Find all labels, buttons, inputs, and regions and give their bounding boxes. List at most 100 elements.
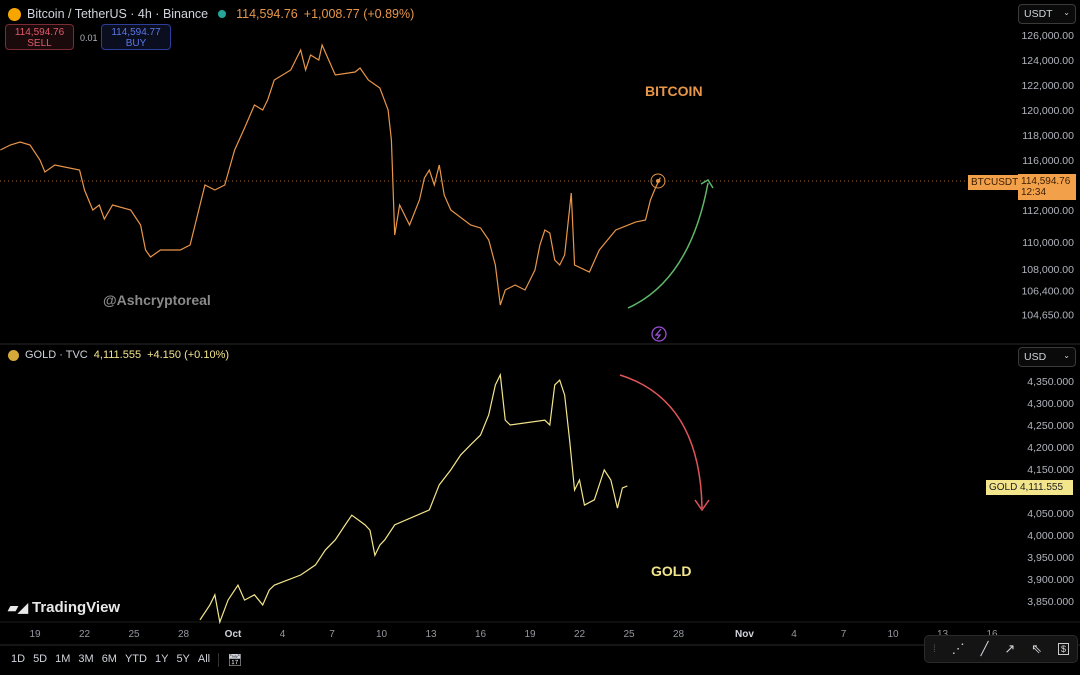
btc-y-tick-label: 122,000.00 [1021,80,1074,92]
trend-line-icon[interactable]: ╱ [980,641,989,656]
gold-y-tick-label: 4,300.000 [1027,398,1074,410]
gold-price: 4,111.555 [93,349,142,361]
x-tick-label: 22 [78,629,91,640]
x-tick-label: 13 [937,629,948,640]
x-tick-label: 19 [29,629,41,640]
gold-y-tick-label: 3,850.000 [1027,596,1074,608]
range-all[interactable]: All [197,653,211,665]
range-6m[interactable]: 6M [101,653,117,665]
btc-y-tick-label: 112,000.00 [1022,205,1074,217]
btc-symbol: Bitcoin / TetherUS · 4h · Binance [27,7,209,21]
price-label-icon[interactable]: $ [1057,643,1069,655]
gold-y-tick-label: 4,350.000 [1027,376,1074,388]
drag-handle-icon[interactable]: ⁞ [932,643,936,655]
x-tick-label: 7 [329,629,335,640]
bitcoin-annotation: BITCOIN [645,83,703,99]
x-tick-label: 19 [524,629,536,640]
x-tick-label: 25 [128,629,140,640]
range-3m[interactable]: 3M [78,653,94,665]
range-1y[interactable]: 1Y [154,653,169,665]
sell-label: SELL [27,38,52,49]
btc-last-price-dot [656,179,660,183]
gold-symbol: GOLD · TVC [25,349,88,361]
up-trend-arrow [627,182,709,309]
chevron-down-icon: ⌄ [1063,8,1070,17]
down-arrow-head-icon [694,499,710,512]
btc-y-tick-label: 106,400.00 [1021,286,1074,298]
gold-y-tick-label: 3,900.000 [1027,574,1074,586]
gold-y-tick-label: 4,150.000 [1027,464,1074,476]
gold-legend[interactable]: GOLD · TVC 4,111.555 +4.150 (+0.10%) [8,349,229,361]
btc-y-tick-label: 124,000.00 [1021,55,1074,67]
sell-button[interactable]: 114,594.76 SELL [5,24,74,50]
btc-y-tick-label: 126,000.00 [1021,30,1074,42]
x-tick-label: 28 [672,629,685,640]
gold-y-tick-label: 4,050.000 [1027,508,1074,520]
x-tick-label: 10 [887,629,899,640]
cursor-icon[interactable]: ⇖ [1031,641,1043,656]
chevron-down-icon: ⌄ [1063,351,1070,360]
btc-legend[interactable]: Bitcoin / TetherUS · 4h · Binance 114,59… [8,7,414,21]
range-5d[interactable]: 5D [33,653,48,665]
range-5y[interactable]: 5Y [176,653,190,665]
gold-currency-select[interactable]: USD ⌄ [1018,347,1076,367]
x-tick-label: 16 [474,629,487,640]
buy-button[interactable]: 114,594.77 BUY [101,24,171,50]
x-tick-label: Oct [224,629,242,640]
lightning-icon[interactable] [651,326,667,342]
market-open-icon [218,10,227,18]
btc-y-tick-label: 116,000.00 [1022,155,1074,167]
x-tick-label: 16 [986,629,997,640]
btc-currency: USDT [1024,8,1053,20]
up-arrow-head-icon [700,178,714,189]
pattern-tool-icon[interactable]: ⋰ [951,641,965,656]
btc-change: +1,008.77 (+0.89%) [303,7,415,21]
buy-price: 114,594.77 [111,27,161,38]
x-tick-label: 28 [177,629,190,640]
x-tick-label: 4 [279,629,286,640]
gold-price-series [199,372,628,625]
btc-y-tick-label: 120,000.00 [1021,105,1074,117]
gold-price-tag: 4,111.555 [1017,480,1073,495]
btc-price-tag: 114,594.76 12:34 [1018,174,1076,200]
x-tick-label: Nov [735,629,754,640]
btc-y-tick-label: 104,650.00 [1021,309,1074,321]
gold-y-tick-label: 4,250.000 [1027,420,1074,432]
sell-price: 114,594.76 [14,27,65,38]
arrow-line-icon[interactable]: ↗ [1004,641,1016,656]
date-range-icon[interactable]: 📅︎ [218,653,242,667]
btc-price-series [0,43,661,306]
tradingview-logo[interactable]: ▰◢ TradingView [8,599,120,616]
btc-currency-select[interactable]: USDT ⌄ [1018,4,1076,24]
gold-currency: USD [1024,351,1047,363]
btc-tag-price: 114,594.76 [1021,176,1071,187]
gold-y-tick-label: 3,950.000 [1027,552,1074,564]
gold-y-tick-label: 4,200.000 [1027,442,1074,454]
spread: 0.01 [80,33,98,43]
tv-logo-icon: ▰◢ [8,599,28,615]
btc-last-price-marker [650,173,666,189]
down-trend-arrow [619,374,703,509]
range-1m[interactable]: 1M [55,653,71,665]
gold-y-tick-label: 4,000.000 [1027,530,1074,542]
range-toolbar: 1D 5D 1M 3M 6M YTD 1Y 5Y All 📅︎ [11,653,242,667]
x-tick-label: 25 [623,629,635,640]
gold-symbol-tag: GOLD [986,480,1021,495]
btc-y-tick-label: 118,000.00 [1022,130,1074,142]
range-1d[interactable]: 1D [11,653,26,665]
btc-countdown: 12:34 [1021,187,1047,198]
gold-change: +4.150 (+0.10%) [147,349,230,361]
btc-y-tick-label: 108,000.00 [1021,264,1074,276]
btc-symbol-tag: BTCUSDT [968,175,1022,190]
x-tick-label: 7 [840,629,847,640]
logo-text: TradingView [32,599,121,616]
x-tick-label: 13 [425,629,437,640]
buy-label: BUY [125,38,147,49]
x-tick-label: 10 [375,629,388,640]
btc-price: 114,594.76 [236,7,298,21]
drawing-toolbar: ⁞ ⋰ ╱ ↗ ⇖ $ [924,635,1078,663]
gold-annotation: GOLD [651,563,692,579]
watermark: @Ashcryptoreal [103,292,211,308]
range-ytd[interactable]: YTD [124,653,147,665]
